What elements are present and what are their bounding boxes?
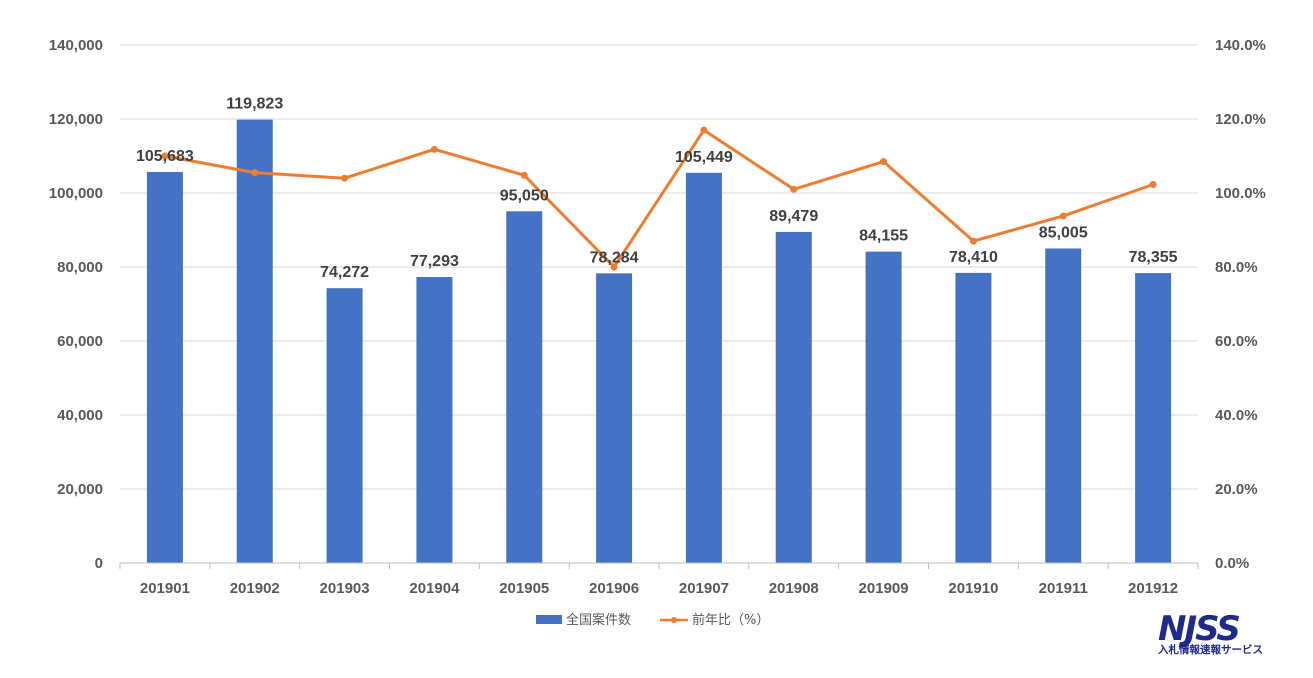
legend-line-label: 前年比（%） — [692, 612, 769, 628]
legend-bar-label: 全国案件数 — [566, 612, 631, 628]
line-point — [1059, 212, 1067, 220]
bar-data-label: 84,155 — [859, 228, 908, 245]
line-point — [969, 237, 977, 245]
line-point — [251, 169, 259, 177]
x-tick-label: 201912 — [1128, 580, 1178, 597]
y-axis-left: 0 20,000 40,000 60,000 80,000 100,000 120,000 1… — [49, 37, 103, 572]
line-point — [430, 145, 438, 153]
y-left-tick-label: 0 — [95, 555, 103, 572]
bar-data-label: 77,293 — [410, 253, 459, 270]
line-point — [520, 171, 528, 179]
y-axis-right: 0.0% 20.0% 40.0% 60.0% 80.0% 100.0% 120.0% 140.… — [1215, 37, 1266, 572]
y-left-tick-label: 80,000 — [57, 259, 103, 276]
bar — [685, 172, 722, 564]
bar-series — [146, 119, 1172, 564]
bar — [506, 211, 543, 563]
y-right-tick-label: 120.0% — [1215, 111, 1266, 128]
bar — [955, 272, 992, 563]
x-tick-label: 201905 — [499, 580, 549, 597]
bar-data-label: 78,410 — [949, 249, 998, 266]
bar — [596, 273, 633, 563]
x-tick-label: 201909 — [859, 580, 909, 597]
bar — [865, 251, 902, 563]
y-right-tick-label: 40.0% — [1215, 407, 1258, 424]
line-point — [790, 185, 798, 193]
y-left-tick-label: 40,000 — [57, 407, 103, 424]
y-right-tick-label: 140.0% — [1215, 37, 1266, 54]
bar-data-label: 105,683 — [136, 148, 194, 165]
x-axis: 201901 201902 201903 201904 201905 201906 2019… — [119, 562, 1199, 597]
x-tick-label: 201904 — [409, 580, 460, 597]
y-right-tick-label: 0.0% — [1215, 555, 1249, 572]
legend: 全国案件数 前年比（%） — [536, 612, 769, 628]
legend-bar-swatch — [536, 615, 562, 624]
data-labels: 105,683 119,823 74,272 77,293 95,050 78,284 10… — [136, 96, 1178, 282]
bar — [1135, 273, 1172, 563]
line-point — [1149, 180, 1157, 188]
x-tick-label: 201908 — [769, 580, 819, 597]
x-tick-label: 201907 — [679, 580, 729, 597]
bar — [775, 231, 812, 563]
x-tick-label: 201902 — [230, 580, 280, 597]
line-point — [610, 263, 618, 271]
bar — [236, 119, 273, 563]
gridlines — [120, 44, 1198, 490]
line-path — [164, 128, 1154, 269]
y-left-tick-label: 60,000 — [57, 333, 103, 350]
njss-logo: NJSS 入札情報速報サービス — [1158, 609, 1263, 656]
bar-data-label: 78,284 — [590, 249, 639, 266]
x-tick-label: 201906 — [589, 580, 639, 597]
bar-data-label: 119,823 — [226, 96, 283, 113]
logo-subtitle: 入札情報速報サービス — [1158, 643, 1263, 656]
line-point — [880, 158, 888, 166]
bar-data-label: 78,355 — [1129, 249, 1178, 266]
y-right-tick-label: 20.0% — [1215, 481, 1258, 498]
bar — [326, 288, 363, 563]
y-left-tick-label: 140,000 — [49, 37, 103, 54]
y-right-tick-label: 100.0% — [1215, 185, 1266, 202]
bar — [416, 277, 453, 563]
line-point — [161, 152, 169, 160]
line-point — [700, 126, 708, 134]
y-right-tick-label: 80.0% — [1215, 259, 1258, 276]
x-tick-label: 201910 — [948, 580, 998, 597]
x-tick-label: 201903 — [320, 580, 370, 597]
legend-line-marker — [671, 617, 677, 623]
y-right-tick-label: 60.0% — [1215, 333, 1258, 350]
bar-data-label: 95,050 — [500, 187, 549, 204]
bar-data-label: 105,449 — [675, 149, 733, 166]
bar — [1045, 248, 1082, 563]
bar — [146, 171, 183, 563]
y-left-tick-label: 120,000 — [49, 111, 103, 128]
line-series — [161, 126, 1157, 271]
y-left-tick-label: 100,000 — [49, 185, 103, 202]
y-left-tick-label: 20,000 — [57, 481, 103, 498]
bar-data-label: 74,272 — [320, 264, 369, 281]
x-tick-label: 201901 — [140, 580, 190, 597]
logo-main-text: NJSS — [1158, 609, 1239, 649]
bar-data-label: 85,005 — [1039, 224, 1088, 241]
x-tick-label: 201911 — [1039, 580, 1088, 597]
bar-data-label: 89,479 — [769, 208, 818, 225]
line-point — [341, 174, 349, 182]
